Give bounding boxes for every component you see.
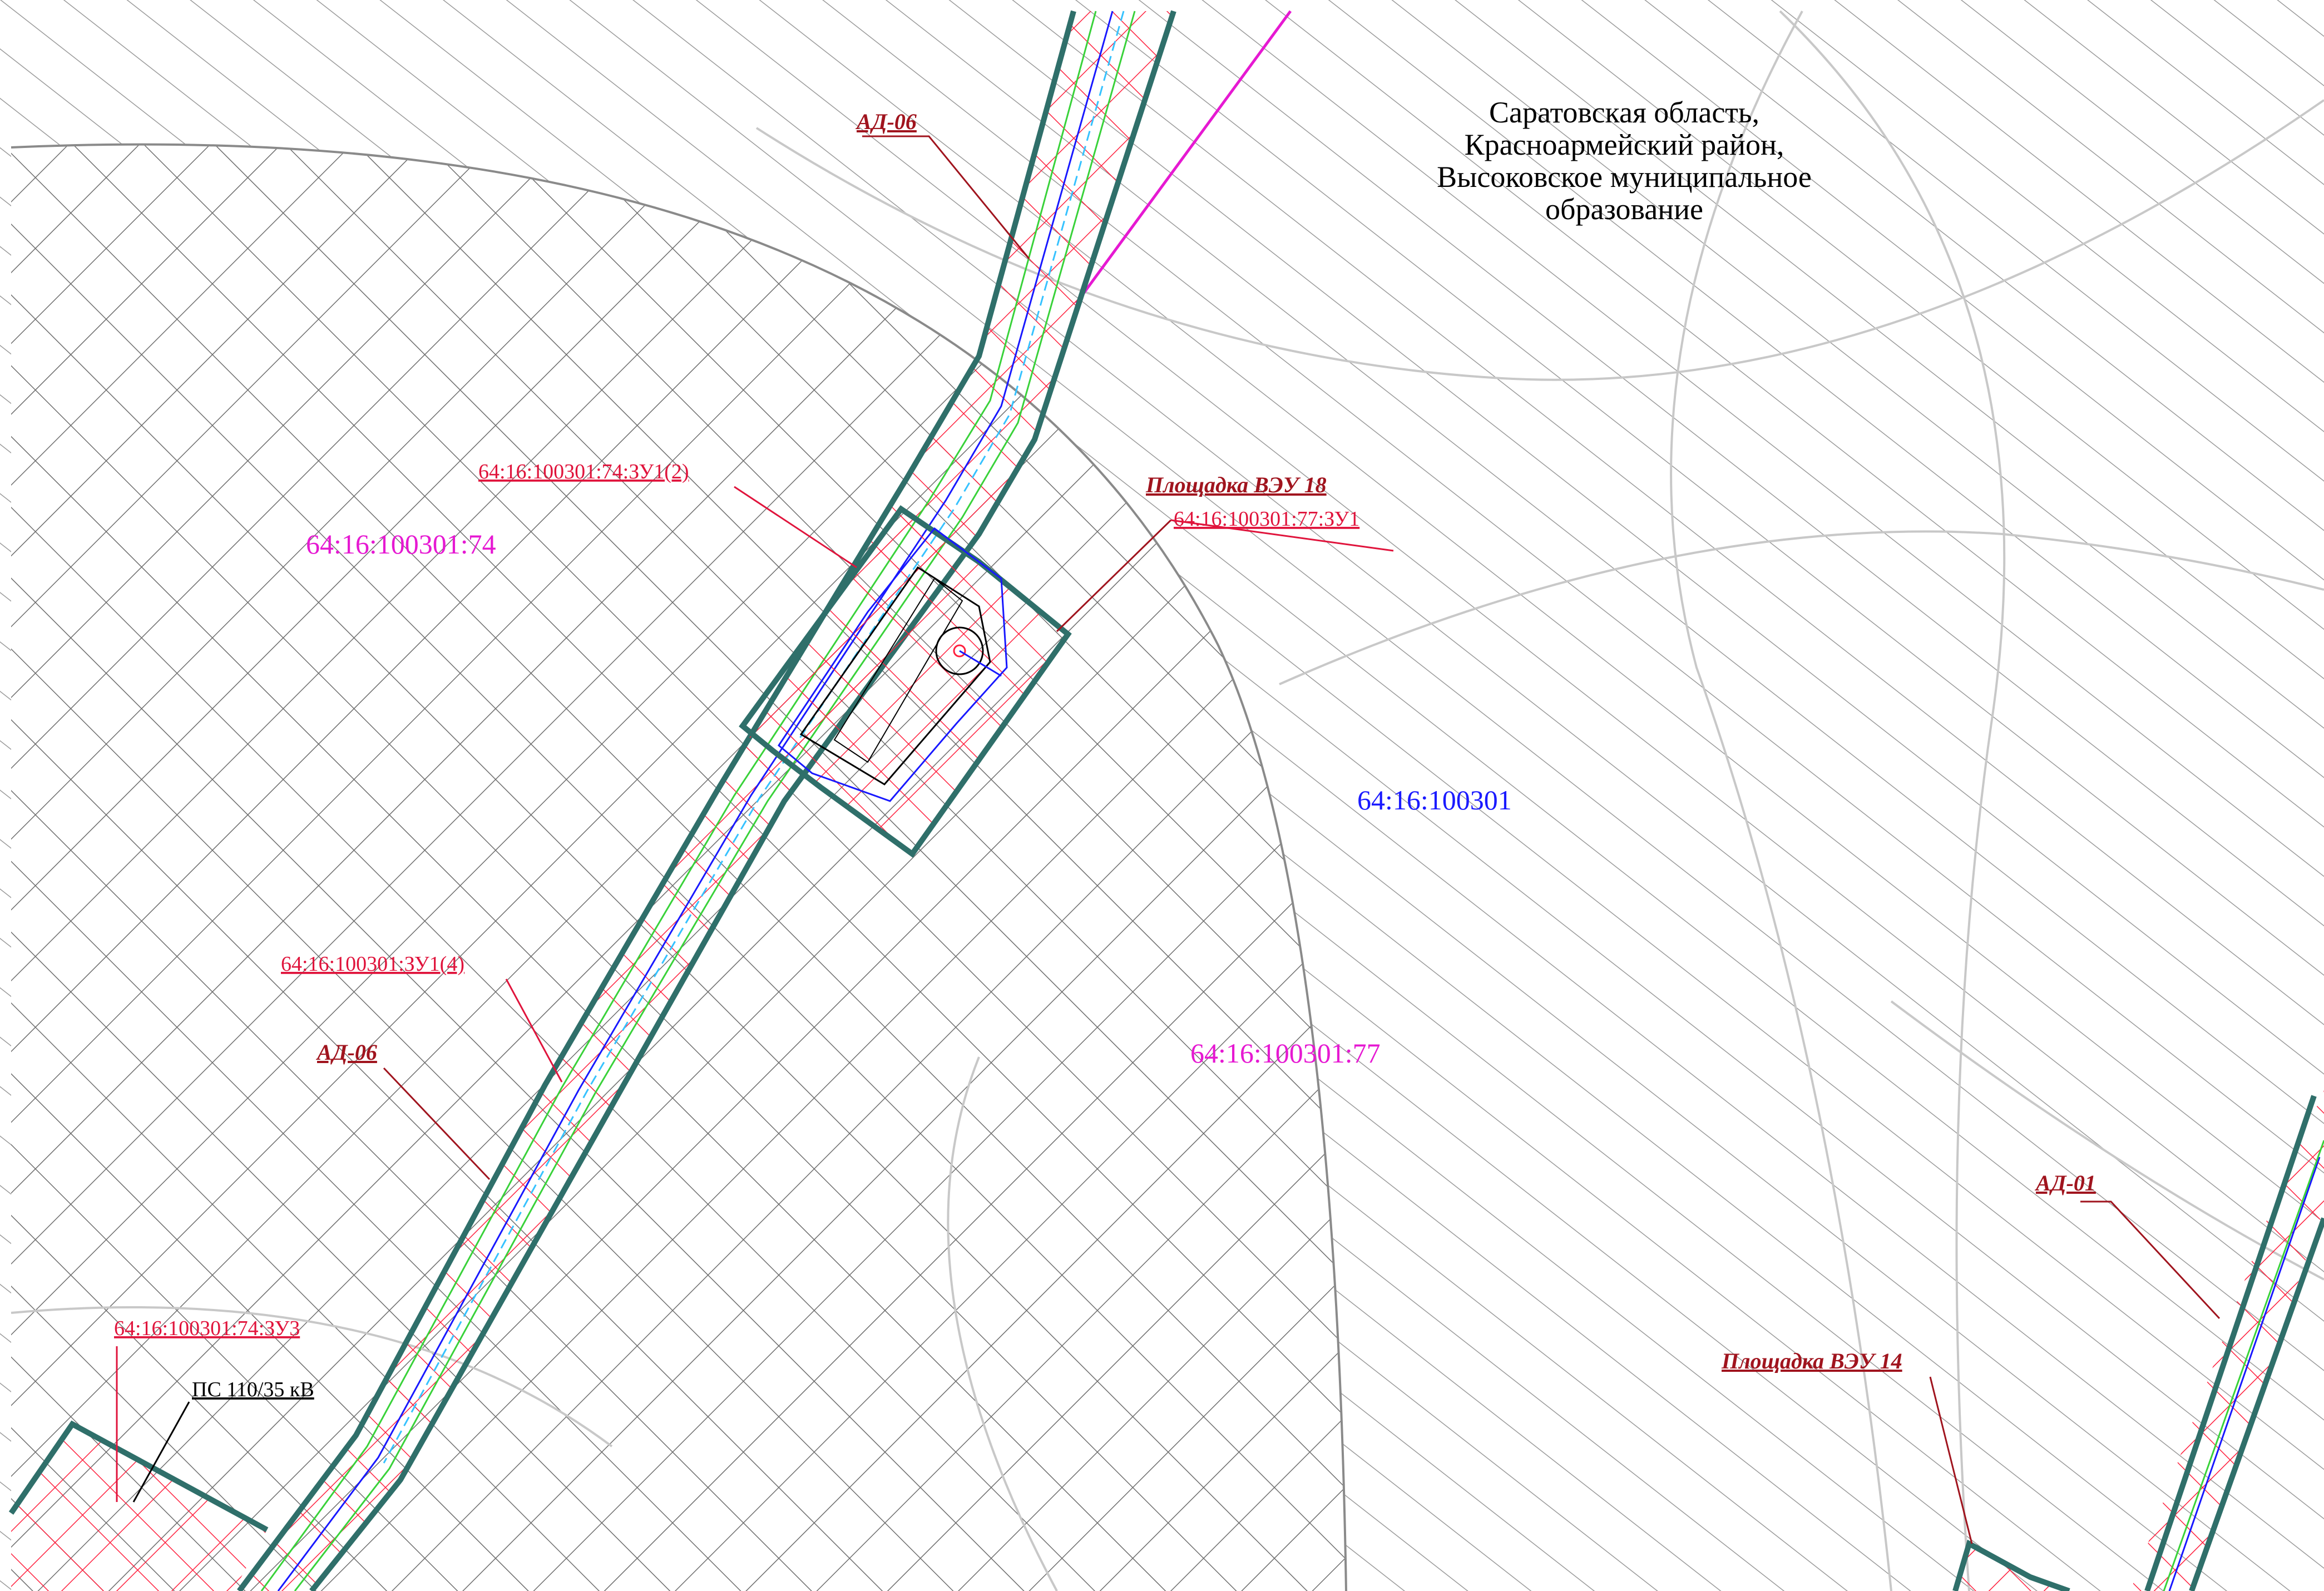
label-vey14: Площадка ВЭУ 14 — [1721, 1348, 1902, 1373]
wind-turbine-icon — [935, 626, 984, 675]
contour-lines — [11, 10, 2324, 1591]
region-line-2: Красноармейский район, — [1465, 128, 1784, 161]
label-vey18: Площадка ВЭУ 18 — [1145, 472, 1327, 497]
vey18-site — [739, 505, 1072, 858]
region-line-1: Саратовская область, — [1489, 96, 1759, 129]
label-zu74-1-2: 64:16:100301:74:ЗУ1(2) — [478, 460, 689, 483]
label-zu77-1: 64:16:100301:77:ЗУ1 — [1174, 507, 1359, 531]
magenta-line — [1075, 10, 1292, 304]
region-line-3: Высоковское муниципальное — [1437, 160, 1812, 194]
label-parcel-74: 64:16:100301:74 — [306, 528, 496, 560]
parcel-74-boundary — [11, 143, 1347, 1591]
label-quarter: 64:16:100301 — [1357, 784, 1512, 816]
road-ad01 — [2130, 1090, 2324, 1591]
label-parcel-77: 64:16:100301:77 — [1190, 1037, 1381, 1069]
leader-lines — [116, 135, 2221, 1544]
label-ad01: АД-01 — [2034, 1170, 2096, 1195]
label-zu1-4: 64:16:100301:ЗУ1(4) — [281, 952, 464, 976]
vey14-site — [1952, 1539, 2070, 1591]
label-ad06-top: АД-06 — [855, 109, 917, 134]
substation-area — [8, 1420, 269, 1591]
region-line-4: образование — [1545, 192, 1703, 226]
label-zu74-3: 64:16:100301:74:ЗУ3 — [114, 1317, 300, 1340]
label-substation: ПС 110/35 кВ — [192, 1378, 314, 1401]
road-ad06 — [237, 10, 1176, 1591]
label-ad06-mid: АД-06 — [315, 1040, 377, 1065]
